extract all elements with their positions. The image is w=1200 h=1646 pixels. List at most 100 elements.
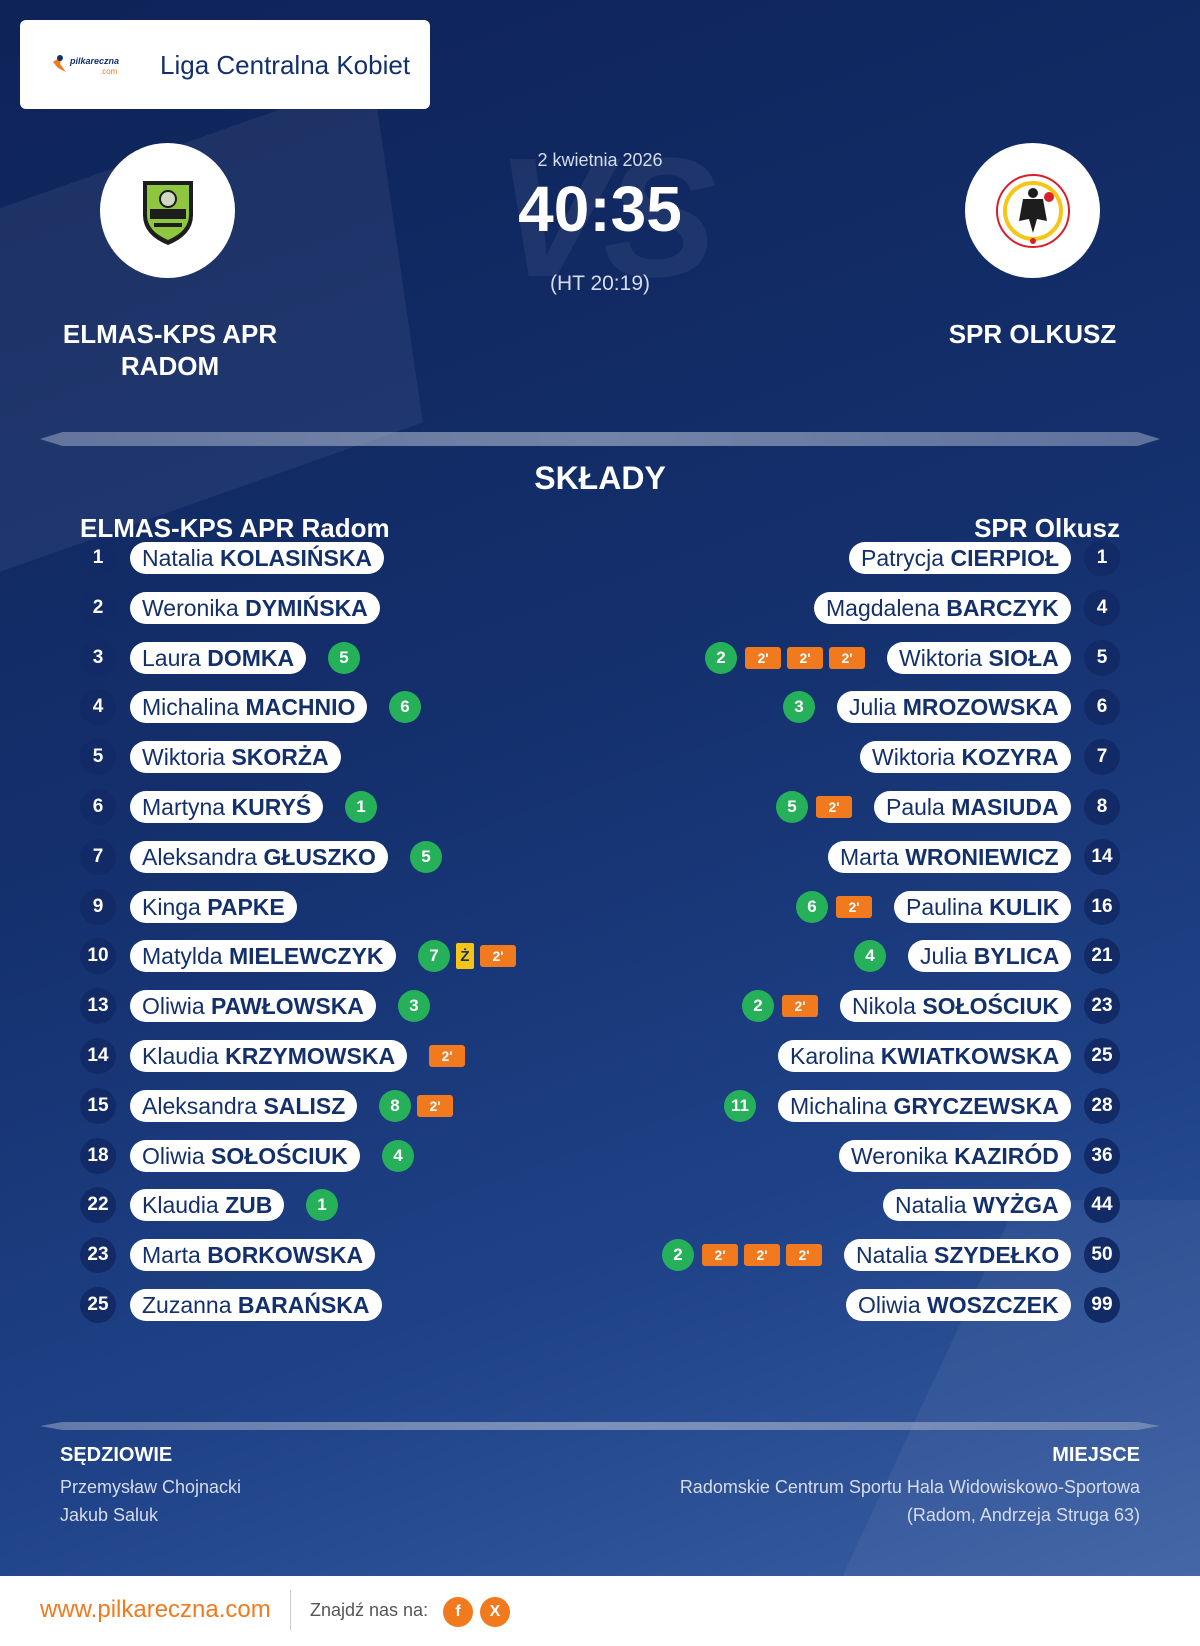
home-team-logo [100,143,235,278]
website-link[interactable]: www.pilkareczna.com [40,1596,271,1623]
player-last-name: WYŻGA [972,1192,1059,1219]
player-name: Zuzanna BARAŃSKA [130,1289,382,1321]
player-first-name: Magdalena [826,594,947,621]
player-last-name: MROZOWSKA [902,694,1059,721]
player-first-name: Natalia [895,1192,973,1219]
player-first-name: Julia [920,943,974,970]
player-first-name: Paula [886,794,952,820]
player-name: Marta WRONIEWICZ [828,840,1071,873]
player-name: Natalia SZYDEŁKO [844,1239,1072,1272]
player-first-name: Natalia [142,545,220,571]
player-row: 10 Matylda MIELEWCZYK 7 Ż 2' [80,938,600,975]
player-name: Patrycja CIERPIOŁ [849,542,1072,574]
goals-badge: 1 [306,1189,338,1222]
player-first-name: Marta [142,1242,208,1269]
player-row: 14 Klaudia KRZYMOWSKA 2' [80,1038,600,1074]
match-date: 2 kwietnia 2026 [537,150,663,170]
player-name: Wiktoria SKORŻA [130,741,341,774]
player-first-name: Wiktoria [142,744,232,771]
player-number: 8 [1084,789,1120,825]
player-last-name: PAPKE [207,893,285,920]
player-number: 6 [80,789,116,825]
player-row: 3 Laura DOMKA 5 [80,639,600,676]
player-last-name: SKORŻA [231,744,329,771]
player-name: Paula MASIUDA [874,791,1071,823]
facebook-icon[interactable]: f [443,1597,473,1627]
player-last-name: KOLASIŃSKA [219,545,373,571]
player-number: 15 [80,1087,116,1124]
player-last-name: KWIATKOWSKA [880,1043,1060,1069]
home-crest-icon [142,180,193,245]
player-row: 15 Aleksandra SALISZ 8 2' [80,1087,600,1124]
player-number: 14 [80,1038,116,1074]
footer-divider [290,1590,291,1630]
player-number: 6 [1084,689,1120,726]
player-row: 44 Natalia WYŻGA [600,1187,1120,1224]
player-first-name: Zuzanna [142,1292,238,1318]
player-row: 1 Patrycja CIERPIOŁ [600,540,1120,576]
player-last-name: KOZYRA [961,744,1059,771]
player-number: 23 [1084,988,1120,1025]
goals-badge: 2 [705,641,737,674]
player-first-name: Oliwia [858,1292,928,1318]
player-number: 7 [1084,739,1120,776]
goals-badge: 4 [854,940,886,973]
goals-badge: 1 [345,791,377,823]
suspension-badge: 2' [829,646,865,669]
suspension-badge: 2' [417,1094,453,1117]
player-row: 7 Wiktoria KOZYRA [600,739,1120,776]
player-name: Klaudia ZUB [130,1189,285,1222]
player-first-name: Weronika [851,1142,955,1169]
goals-badge: 5 [776,791,808,823]
player-first-name: Laura [142,644,208,671]
player-last-name: SIOŁA [988,644,1059,671]
player-row: 14 Marta WRONIEWICZ [600,838,1120,875]
pilkareczna-logo: pilkareczna .com [53,55,119,76]
player-row: 36 Weronika KAZIRÓD [600,1137,1120,1174]
player-row: 25 Zuzanna BARAŃSKA [80,1287,600,1323]
player-name: Natalia WYŻGA [883,1189,1071,1222]
player-number: 5 [1084,639,1120,676]
player-name: Marta BORKOWSKA [130,1239,376,1272]
player-number: 3 [80,639,116,676]
player-number: 13 [80,988,116,1025]
player-number: 1 [80,540,116,576]
player-row: 23 Marta BORKOWSKA [80,1237,600,1274]
player-last-name: SOŁOŚCIUK [922,993,1060,1020]
player-last-name: KURYŚ [231,794,312,820]
player-number: 4 [1084,589,1120,626]
player-row: 9 Kinga PAPKE [80,888,600,925]
goals-badge: 2 [742,990,774,1023]
player-row: 4 Magdalena BARCZYK [600,589,1120,626]
player-row: 50 Natalia SZYDEŁKO 2' 2' 2' 2 [600,1237,1120,1274]
suspension-badge: 2' [816,796,852,818]
player-name: Paulina KULIK [894,890,1072,923]
goals-badge: 5 [410,840,442,873]
player-last-name: MIELEWCZYK [228,943,384,970]
player-last-name: SZYDEŁKO [933,1242,1060,1269]
player-first-name: Matylda [142,943,229,970]
player-row: 21 Julia BYLICA 4 [600,938,1120,975]
goals-badge: 6 [796,890,828,923]
x-icon[interactable]: X [480,1597,510,1627]
player-number: 28 [1084,1087,1120,1124]
player-first-name: Michalina [790,1092,894,1119]
player-row: 5 Wiktoria SIOŁA 2' 2' 2' 2 [600,639,1120,676]
suspension-badge: 2' [745,646,781,669]
player-first-name: Oliwia [142,993,212,1020]
player-row: 22 Klaudia ZUB 1 [80,1187,600,1224]
player-number: 99 [1084,1287,1120,1323]
player-name: Michalina MACHNIO [130,691,368,724]
league-header: pilkareczna .com Liga Centralna Kobiet [20,20,430,109]
player-name: Aleksandra GŁUSZKO [130,840,388,873]
player-number: 23 [80,1237,116,1274]
goals-badge: 11 [724,1089,756,1122]
venue-name: Radomskie Centrum Sportu Hala Widowiskow… [679,1477,1140,1497]
player-last-name: CIERPIOŁ [950,545,1060,571]
logo-text-suffix: .com [100,67,118,76]
venue-label: MIEJSCE [1052,1444,1140,1466]
away-team-logo [965,143,1100,278]
find-us-label: Znajdź nas na: [310,1600,429,1620]
player-last-name: GŁUSZKO [263,843,376,870]
player-name: Oliwia WOSZCZEK [846,1289,1071,1321]
